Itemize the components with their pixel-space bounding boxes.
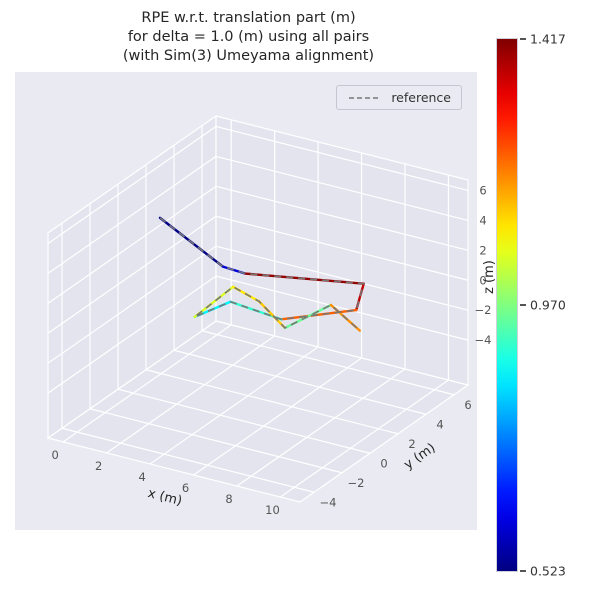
tick-labels: 0 2 4 6 8 10 −4 −2 0 2 4 6 −4 −2 0 2 4 6 [52, 183, 492, 517]
svg-text:−4: −4 [475, 333, 492, 347]
svg-text:4: 4 [138, 470, 145, 484]
reference-path [159, 217, 365, 332]
svg-text:−2: −2 [475, 303, 492, 317]
svg-text:4: 4 [436, 417, 443, 431]
svg-text:0: 0 [479, 273, 486, 287]
colorbar-label-max: 1.417 [530, 31, 566, 47]
colorbar-tick-mid [520, 304, 526, 306]
colorbar-label-mid: 0.970 [530, 297, 566, 313]
svg-text:z (m): z (m) [482, 260, 497, 294]
svg-text:2: 2 [95, 459, 102, 473]
title-line-3: (with Sim(3) Umeyama alignment) [122, 48, 375, 65]
reference-dash-icon [349, 96, 382, 99]
plot-area: 0 2 4 6 8 10 −4 −2 0 2 4 6 −4 −2 0 2 4 6 x (m) y (m) z (m) r… [15, 72, 497, 530]
svg-text:y (m): y (m) [402, 441, 439, 473]
svg-text:0: 0 [380, 456, 387, 470]
svg-text:6: 6 [464, 398, 471, 412]
svg-text:10: 10 [265, 503, 280, 517]
svg-text:−2: −2 [348, 476, 365, 490]
svg-text:0: 0 [52, 448, 59, 462]
svg-text:6: 6 [182, 481, 189, 495]
colorbar: 1.417 0.970 0.523 [496, 32, 600, 579]
colorbar-label-min: 0.523 [530, 563, 566, 579]
legend: reference [336, 85, 462, 110]
grid-layer [47, 119, 469, 498]
svg-text:x (m): x (m) [146, 486, 183, 509]
svg-text:8: 8 [225, 492, 232, 506]
svg-text:6: 6 [479, 183, 486, 197]
chart-title: RPE w.r.t. translation part (m) for delt… [0, 9, 497, 66]
svg-text:4: 4 [479, 213, 486, 227]
title-line-2: for delta = 1.0 (m) using all pairs [127, 29, 370, 46]
title-line-1: RPE w.r.t. translation part (m) [141, 10, 356, 26]
svg-text:2: 2 [408, 437, 415, 451]
colorbar-tick-min [520, 570, 526, 572]
legend-label: reference [391, 90, 451, 105]
svg-text:−4: −4 [320, 495, 337, 509]
colorbar-gradient [496, 38, 518, 572]
colorbar-tick-max [520, 38, 526, 40]
svg-text:2: 2 [479, 243, 486, 257]
